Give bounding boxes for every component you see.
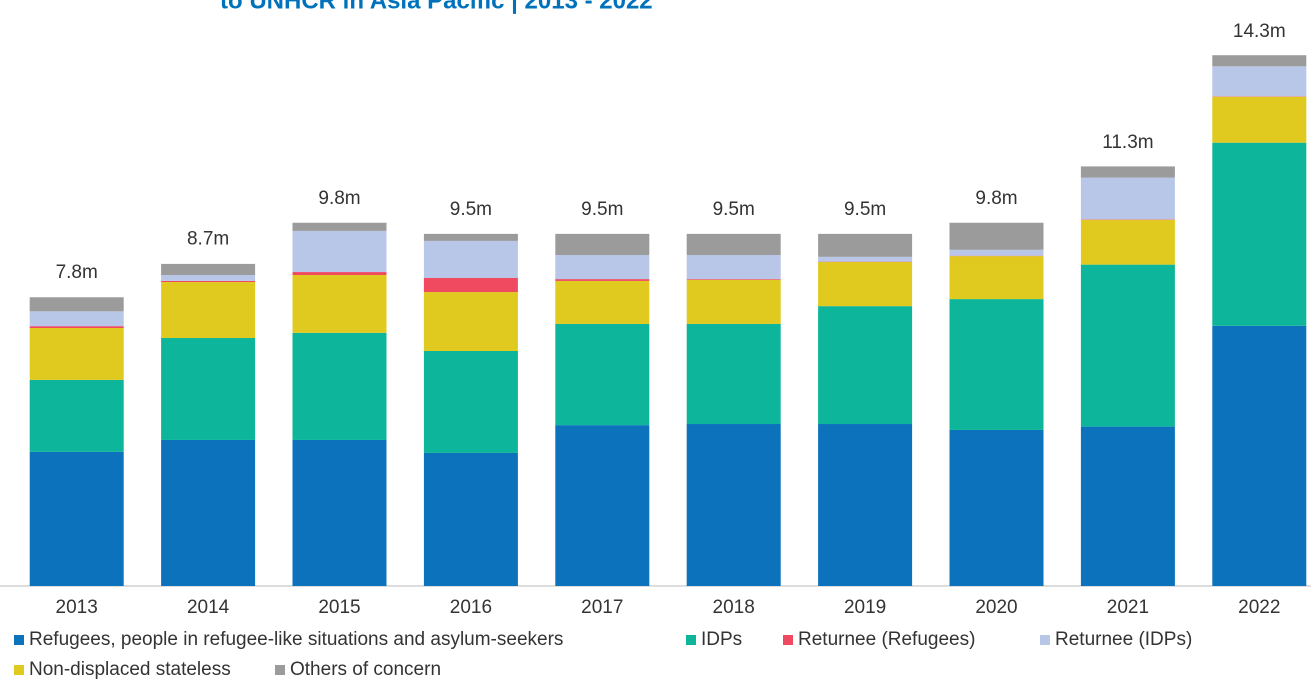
- bar-segment: [1212, 325, 1307, 586]
- bar-segment: [555, 254, 650, 280]
- total-label: 7.8m: [56, 262, 98, 283]
- bar-segment: [555, 323, 650, 426]
- bar-segment: [29, 328, 124, 380]
- x-tick-label: 2022: [1238, 597, 1280, 618]
- bar-segment: [686, 424, 781, 586]
- legend-label: Refugees, people in refugee-like situati…: [29, 629, 563, 650]
- bar-segment: [818, 233, 913, 257]
- x-tick-label: 2013: [56, 597, 98, 618]
- x-tick-label: 2014: [187, 597, 230, 618]
- x-tick-label: 2017: [581, 597, 623, 618]
- bar-segment: [423, 350, 518, 453]
- bar-segment: [292, 272, 387, 276]
- bar-segment: [555, 279, 650, 281]
- total-label: 11.3m: [1102, 132, 1153, 153]
- bar-segment: [423, 277, 518, 293]
- bar-segment: [292, 230, 387, 273]
- x-tick-label: 2016: [450, 597, 492, 618]
- bar-segment: [818, 256, 913, 262]
- bar-segment: [686, 233, 781, 255]
- bar-segment: [29, 297, 124, 312]
- bar-segment: [292, 439, 387, 586]
- bar-segment: [1080, 219, 1175, 265]
- chart-title: to UNHCR in Asia Pacific | 2013 - 2022: [220, 0, 653, 14]
- bar-segment: [1212, 96, 1307, 143]
- bar-segment: [949, 249, 1044, 256]
- x-tick-label: 2020: [975, 597, 1017, 618]
- bar-segment: [1212, 55, 1307, 67]
- bar-segment: [292, 332, 387, 440]
- x-tick-label: 2019: [844, 597, 886, 618]
- bar-segment: [161, 282, 256, 339]
- legend-swatch: [14, 665, 24, 675]
- bar-segment: [423, 233, 518, 241]
- x-tick-label: 2021: [1107, 597, 1149, 618]
- legend-label: IDPs: [701, 629, 742, 650]
- total-label: 8.7m: [187, 229, 229, 250]
- bar-segment: [1080, 264, 1175, 427]
- bar-segment: [1080, 426, 1175, 586]
- bar-segment: [423, 292, 518, 351]
- legend-swatch: [783, 635, 793, 645]
- bar-segment: [1212, 66, 1307, 97]
- bar-segment: [949, 299, 1044, 430]
- bar-segment: [949, 222, 1044, 250]
- bar-segment: [161, 280, 256, 283]
- bar-segment: [423, 240, 518, 278]
- bar-segment: [818, 262, 913, 307]
- bar-segment: [686, 279, 781, 324]
- legend-swatch: [686, 635, 696, 645]
- bar-segment: [686, 254, 781, 280]
- bar-segment: [29, 326, 124, 329]
- bar-segment: [161, 338, 256, 440]
- legend-swatch: [14, 635, 24, 645]
- legend-label: Returnee (IDPs): [1055, 629, 1192, 650]
- bar-segment: [818, 306, 913, 425]
- bar-segment: [161, 263, 256, 276]
- bar-segment: [949, 256, 1044, 300]
- bar-segment: [555, 280, 650, 324]
- legend-label: Non-displaced stateless: [29, 659, 231, 680]
- legend-label: Others of concern: [290, 659, 441, 680]
- legend-swatch: [275, 665, 285, 675]
- legend-label: Returnee (Refugees): [798, 629, 975, 650]
- bar-segment: [292, 222, 387, 231]
- x-tick-label: 2015: [318, 597, 360, 618]
- total-label: 9.5m: [713, 199, 755, 220]
- legend-swatch: [1040, 635, 1050, 645]
- bar-segment: [1080, 166, 1175, 178]
- bar-segment: [949, 429, 1044, 586]
- total-label: 9.8m: [318, 188, 360, 209]
- bar-segment: [29, 311, 124, 327]
- total-label: 9.5m: [844, 199, 886, 220]
- bar-segment: [161, 275, 256, 281]
- bar-segment: [29, 451, 124, 586]
- bar-segment: [1212, 142, 1307, 326]
- bar-segment: [1080, 177, 1175, 220]
- bar-segment: [423, 452, 518, 586]
- bar-segment: [818, 424, 913, 586]
- bar-segment: [686, 323, 781, 425]
- bar-segment: [29, 379, 124, 452]
- bar-segment: [555, 425, 650, 586]
- total-label: 9.5m: [581, 199, 623, 220]
- total-label: 9.5m: [450, 199, 492, 220]
- total-label: 9.8m: [975, 188, 1017, 209]
- bar-segment: [161, 439, 256, 586]
- bar-segment: [555, 233, 650, 255]
- bar-segment: [292, 275, 387, 333]
- total-label: 14.3m: [1233, 21, 1286, 42]
- bar-segment: [686, 279, 781, 280]
- x-tick-label: 2018: [713, 597, 755, 618]
